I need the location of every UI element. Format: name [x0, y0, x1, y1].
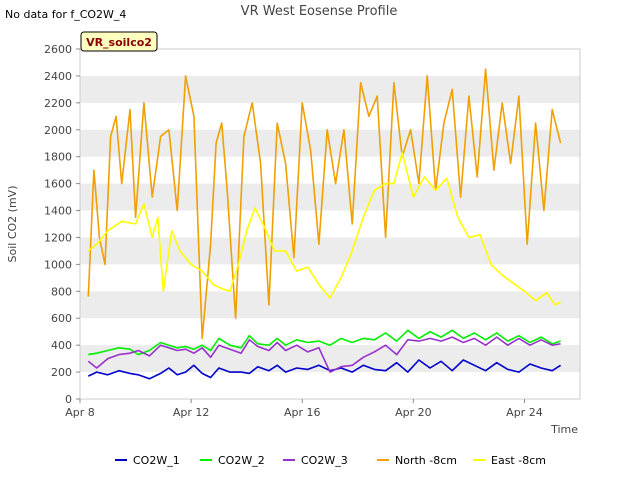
- legend-label-co2w-1: CO2W_1: [133, 454, 180, 467]
- y-tick-label: 1400: [44, 205, 72, 218]
- x-tick-label: Apr 16: [284, 406, 321, 419]
- series-line-co2w-3: [87, 336, 561, 373]
- legend: CO2W_1 CO2W_2 CO2W_3 North -8cm East -8cm: [115, 454, 546, 467]
- series-line-east-8cm: [87, 151, 561, 306]
- y-tick-label: 800: [51, 285, 72, 298]
- grid-band: [80, 345, 580, 373]
- y-tick-label: 2000: [44, 124, 72, 137]
- y-tick-label: 600: [51, 312, 72, 325]
- x-tick-label: Apr 12: [173, 406, 210, 419]
- series-line-co2w-2: [88, 329, 561, 356]
- y-tick-label: 400: [51, 339, 72, 352]
- y-tick-label: 0: [65, 393, 72, 406]
- legend-label-east-8cm: East -8cm: [491, 454, 546, 467]
- no-data-note: No data for f_CO2W_4: [5, 8, 126, 21]
- site-label-badge: VR_soilco2: [80, 31, 158, 52]
- grid-band: [80, 291, 580, 319]
- grid-band: [80, 75, 580, 103]
- legend-label-north-8cm: North -8cm: [395, 454, 457, 467]
- legend-label-co2w-3: CO2W_3: [301, 454, 348, 467]
- grid-band: [80, 183, 580, 211]
- y-tick-label: 1000: [44, 258, 72, 271]
- series-line-co2w-1: [87, 359, 562, 380]
- plot-frame: [79, 48, 581, 400]
- site-label-text: VR_soilco2: [86, 36, 152, 49]
- y-tick-label: 2400: [44, 70, 72, 83]
- site-label-box: [80, 31, 158, 52]
- x-tick-label: Apr 20: [395, 406, 432, 419]
- y-axis: 0 200 400 600 800 1000 1200 1400 1600 1800 2000 220…: [44, 43, 80, 406]
- x-tick-label: Apr 8: [65, 406, 95, 419]
- x-axis: Apr 8 Apr 12 Apr 16 Apr 20 Apr 24: [65, 399, 543, 419]
- series-line-north-8cm: [87, 68, 562, 340]
- y-tick-label: 1600: [44, 178, 72, 191]
- y-axis-label: Soil CO2 (mV): [6, 186, 19, 263]
- legend-label-co2w-2: CO2W_2: [218, 454, 265, 467]
- y-tick-label: 200: [51, 366, 72, 379]
- y-tick-label: 1200: [44, 231, 72, 244]
- grid-band: [80, 237, 580, 265]
- y-tick-label: 2600: [44, 43, 72, 56]
- series-layer: [87, 68, 562, 380]
- y-tick-label: 2200: [44, 97, 72, 110]
- chart-title: VR West Eosense Profile: [241, 4, 398, 19]
- x-tick-label: Apr 24: [506, 406, 543, 419]
- y-tick-label: 1800: [44, 151, 72, 164]
- x-axis-label: Time: [550, 423, 578, 436]
